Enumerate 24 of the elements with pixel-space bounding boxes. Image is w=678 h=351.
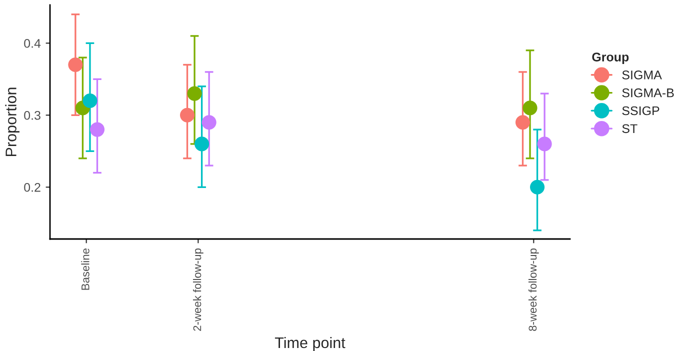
legend-title: Group <box>592 52 629 64</box>
y-tick-label: 0.3 <box>24 110 40 120</box>
legend-label: ST <box>622 124 638 134</box>
legend-label: SIGMA-B <box>622 88 674 98</box>
point <box>187 86 202 101</box>
point <box>530 180 545 194</box>
y-axis-title: Proportion <box>5 88 20 156</box>
x-tick-label: Baseline <box>81 248 90 290</box>
legend-label: SIGMA <box>622 70 662 80</box>
point <box>90 122 105 137</box>
point <box>202 115 216 130</box>
point <box>537 136 552 152</box>
x-tick-label: 8-week follow-up <box>528 248 539 331</box>
y-tick-label: 0.2 <box>24 182 40 192</box>
point <box>82 93 98 108</box>
y-tick-label: 0.4 <box>24 38 41 48</box>
point <box>180 108 195 122</box>
legend-label: SSIGP <box>622 106 660 116</box>
x-axis-title: Time point <box>274 336 346 351</box>
x-tick-label: 2-week follow-up <box>192 248 204 331</box>
point <box>68 57 83 72</box>
point <box>515 115 530 130</box>
point <box>522 100 538 116</box>
point <box>194 136 210 152</box>
